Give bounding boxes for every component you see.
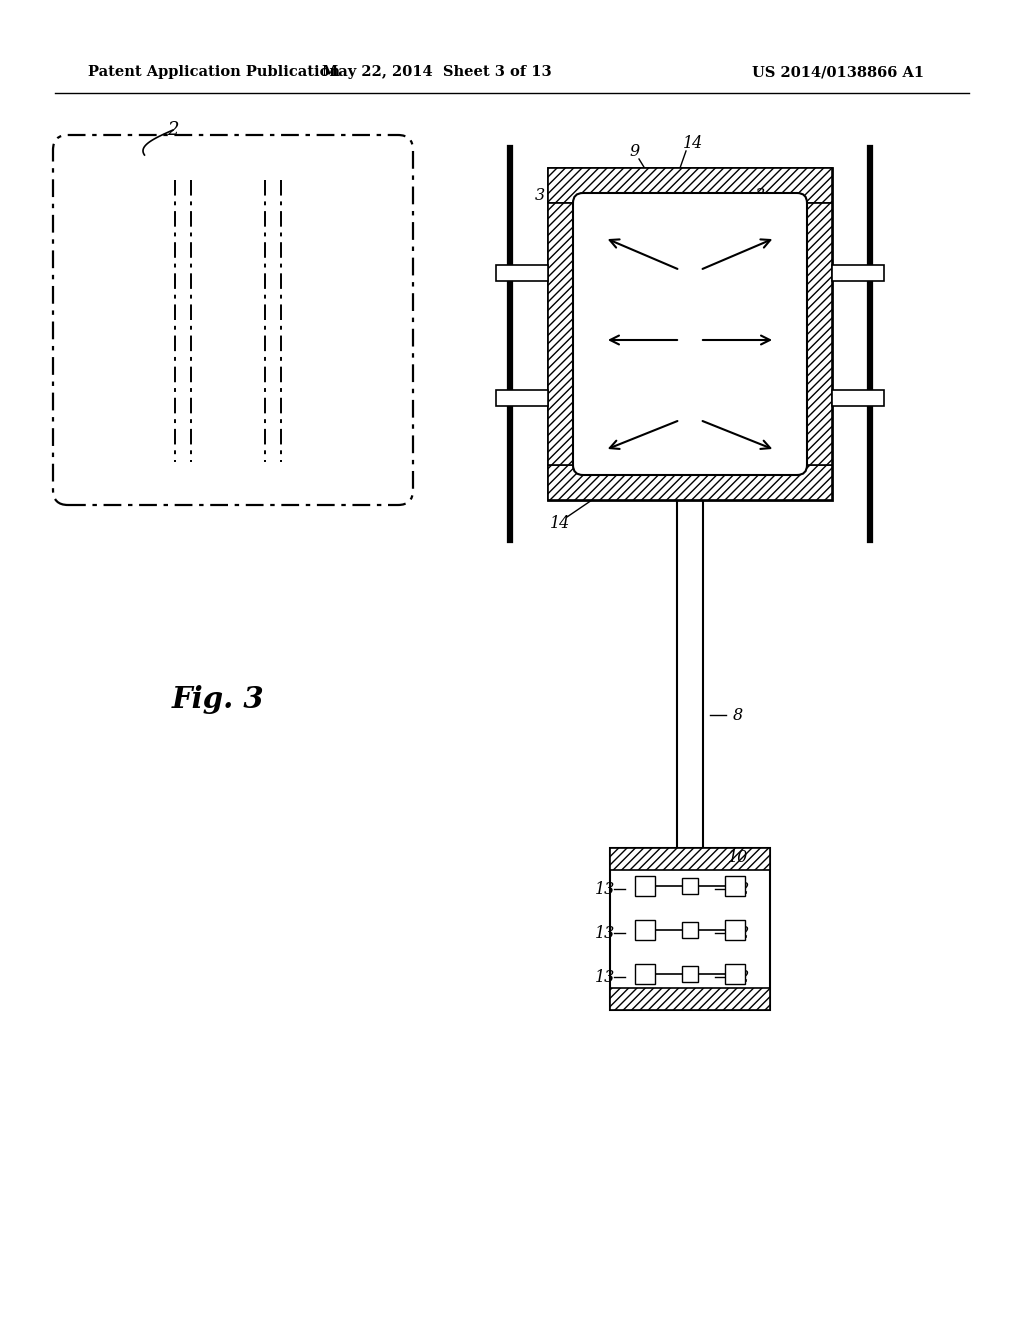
Bar [496, 265, 548, 281]
Text: 2: 2 [167, 121, 179, 139]
Bar [548, 465, 831, 500]
Bar [610, 987, 770, 1010]
Bar [682, 878, 698, 894]
Text: 14: 14 [683, 136, 703, 153]
Bar [831, 265, 884, 281]
Bar [831, 389, 884, 407]
Bar [548, 168, 831, 203]
Bar [725, 964, 745, 983]
Text: 3: 3 [535, 186, 545, 203]
Text: Fig. 3: Fig. 3 [172, 685, 264, 714]
Text: 14: 14 [550, 516, 570, 532]
Text: 13: 13 [595, 969, 615, 986]
Text: 12: 12 [730, 880, 751, 898]
Text: 10: 10 [728, 850, 749, 866]
Bar [548, 203, 583, 465]
Text: 9: 9 [630, 144, 640, 161]
Text: May 22, 2014  Sheet 3 of 13: May 22, 2014 Sheet 3 of 13 [323, 65, 552, 79]
Bar [548, 168, 831, 500]
Text: 8: 8 [733, 706, 743, 723]
Bar [496, 265, 548, 281]
Bar [797, 203, 831, 465]
Text: Patent Application Publication: Patent Application Publication [88, 65, 340, 79]
Bar [610, 847, 770, 1010]
Text: 13: 13 [595, 924, 615, 941]
Text: 12: 12 [730, 924, 751, 941]
FancyBboxPatch shape [573, 193, 807, 475]
Bar [496, 389, 548, 407]
Text: US 2014/0138866 A1: US 2014/0138866 A1 [752, 65, 924, 79]
Text: 13: 13 [595, 880, 615, 898]
Bar [682, 921, 698, 939]
Bar [725, 876, 745, 896]
Text: 3: 3 [755, 186, 765, 203]
Bar [635, 964, 655, 983]
Bar [610, 847, 770, 870]
Text: 12: 12 [730, 969, 751, 986]
Bar [635, 876, 655, 896]
Bar [635, 920, 655, 940]
Bar [682, 966, 698, 982]
Bar [725, 920, 745, 940]
Bar [496, 389, 548, 407]
